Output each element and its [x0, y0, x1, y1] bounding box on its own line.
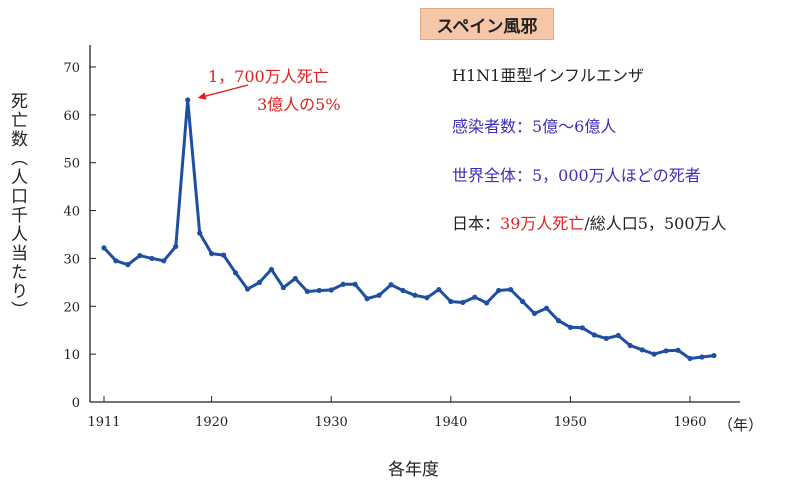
japan-prefix: 日本： — [452, 214, 501, 233]
y-tick-label: 30 — [63, 252, 80, 267]
data-point — [268, 266, 275, 273]
annotation-arrow-head — [197, 92, 207, 100]
data-point — [508, 286, 514, 293]
data-point — [280, 285, 286, 291]
x-axis-label: 各年度 — [388, 460, 439, 480]
data-point — [412, 292, 418, 298]
world-deaths-text: 世界全体：5，000万人ほどの死者 — [452, 166, 701, 185]
japan-deaths-text: 日本：39万人死亡/総人口5，500万人 — [452, 210, 727, 234]
x-tick-label: 1911 — [87, 415, 120, 430]
x-tick-label: 1950 — [554, 415, 587, 430]
data-point — [125, 262, 131, 268]
data-point — [663, 348, 669, 354]
x-tick-label: 1960 — [673, 415, 706, 430]
japan-suffix: /総人口5，500万人 — [584, 214, 727, 233]
virus-type-text: H1N1亜型インフルエンザ — [452, 66, 644, 85]
y-tick-label: 40 — [63, 205, 80, 220]
data-point — [687, 355, 693, 362]
data-point — [161, 258, 167, 264]
data-point — [364, 296, 370, 302]
data-point — [256, 279, 263, 285]
data-point — [615, 332, 621, 339]
data-point — [699, 354, 705, 360]
data-point — [567, 324, 574, 330]
x-tick-label: 1920 — [195, 415, 228, 430]
data-point — [543, 305, 550, 311]
data-point — [388, 282, 394, 288]
y-tick-label: 70 — [63, 61, 80, 76]
data-point — [304, 288, 310, 295]
data-point — [639, 347, 645, 353]
data-point — [352, 281, 358, 287]
data-point — [603, 335, 609, 341]
data-point — [220, 252, 227, 258]
data-point — [149, 255, 155, 262]
data-point — [376, 292, 382, 298]
data-point — [472, 294, 478, 300]
data-point — [484, 300, 490, 306]
data-point — [113, 258, 119, 264]
series-line — [102, 98, 716, 360]
data-point — [400, 287, 406, 294]
infected-count-text: 感染者数：5億～6億人 — [452, 117, 617, 136]
data-point — [316, 287, 322, 294]
y-tick-label: 20 — [63, 300, 80, 315]
peak-annotation-line1: 1，700万人死亡 — [208, 67, 329, 86]
data-point — [185, 97, 191, 103]
peak-annotation-line2: 3億人の5% — [257, 95, 341, 114]
data-point — [244, 286, 251, 292]
data-point — [591, 332, 597, 338]
data-point — [496, 287, 502, 294]
x-axis-unit: （年） — [718, 416, 764, 434]
x-tick-label: 1940 — [434, 415, 467, 430]
data-point — [101, 245, 107, 251]
annotation-arrow-line — [201, 84, 249, 98]
data-point — [651, 351, 657, 357]
data-point — [209, 251, 215, 257]
data-point — [460, 299, 466, 306]
x-tick-label: 1930 — [315, 415, 348, 430]
data-point — [292, 275, 298, 282]
data-point — [555, 318, 562, 324]
data-point — [627, 342, 633, 349]
chart-title: スペイン風邪 — [420, 8, 554, 40]
data-point — [232, 270, 239, 276]
data-point — [675, 347, 681, 353]
y-tick-label: 0 — [72, 396, 80, 411]
japan-deaths-highlight: 39万人死亡 — [500, 214, 585, 233]
data-point — [424, 295, 430, 301]
data-point — [579, 325, 585, 331]
data-point — [340, 281, 346, 287]
data-point — [711, 352, 717, 359]
y-tick-label: 50 — [63, 157, 80, 172]
y-axis-label: 死亡数（人口千人当たり） — [7, 92, 27, 320]
data-point — [197, 230, 203, 236]
data-point — [436, 286, 442, 293]
data-point — [519, 298, 526, 305]
data-point — [448, 298, 454, 305]
data-point — [531, 310, 538, 317]
data-point — [328, 287, 334, 293]
y-tick-label: 60 — [63, 109, 80, 124]
data-point — [137, 252, 143, 259]
data-point — [173, 243, 179, 250]
y-tick-label: 10 — [63, 348, 80, 363]
